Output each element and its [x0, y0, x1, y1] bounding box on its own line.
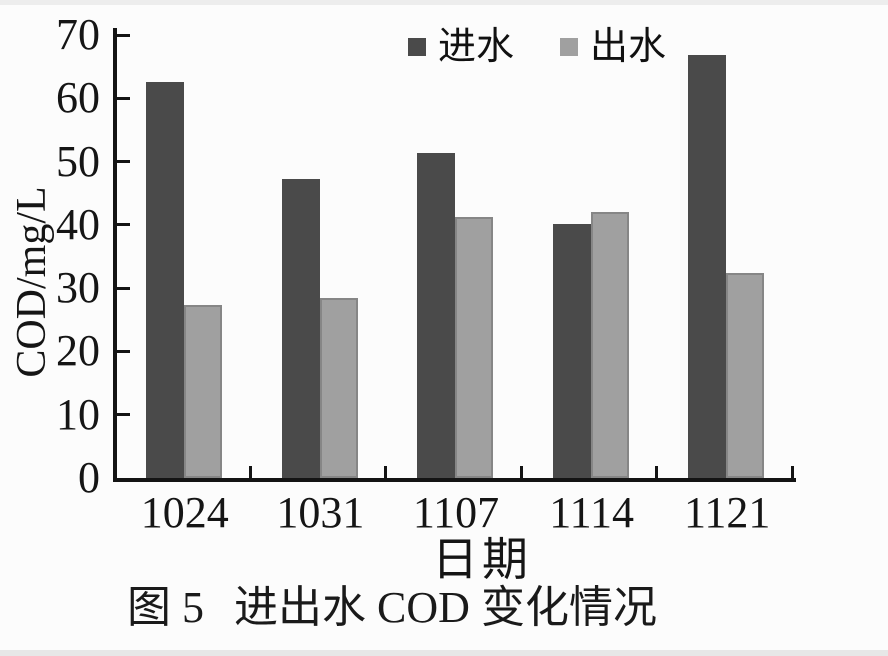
- x-tick: [655, 466, 659, 478]
- legend-item-0: 进水: [408, 22, 514, 72]
- bar-series1-1114: [590, 211, 629, 478]
- bar-series0-1031: [281, 178, 320, 478]
- bar-series0-1114: [552, 223, 591, 478]
- y-tick: [117, 33, 130, 37]
- bar-series1-1121: [726, 272, 765, 478]
- legend-item-1: 出水: [560, 22, 666, 72]
- x-tick: [248, 466, 252, 478]
- page-edge-top: [0, 0, 888, 5]
- y-tick: [117, 413, 130, 417]
- legend-swatch-icon: [560, 38, 579, 56]
- y-tick-label: 20: [56, 326, 100, 376]
- x-tick-label: 1024: [140, 488, 229, 537]
- x-tick: [791, 466, 794, 478]
- x-axis: [113, 478, 796, 482]
- bar-series0-1121: [688, 55, 727, 478]
- y-tick-label: 10: [56, 389, 100, 439]
- legend-label: 进水: [438, 26, 515, 68]
- page-edge-bottom: [0, 650, 888, 656]
- figure-caption: 图 5 进出水 COD 变化情况: [0, 582, 784, 634]
- y-tick-label: 70: [56, 10, 100, 59]
- y-tick-label: 60: [56, 73, 100, 123]
- legend-swatch-icon: [408, 38, 426, 56]
- caption-prefix: 图 5: [127, 583, 205, 632]
- bar-series0-1107: [417, 153, 456, 478]
- legend-label: 出水: [590, 26, 667, 68]
- x-tick-label: 1031: [276, 488, 365, 537]
- y-tick: [117, 286, 130, 290]
- bar-series0-1024: [146, 82, 184, 478]
- y-tick: [117, 160, 130, 164]
- x-tick: [519, 466, 523, 478]
- y-tick: [117, 349, 130, 353]
- x-tick-label: 1114: [549, 488, 634, 537]
- y-tick-label: 40: [56, 199, 100, 249]
- y-tick-label: 50: [56, 136, 100, 186]
- y-tick-label: 0: [78, 453, 100, 502]
- x-tick-label: 1107: [412, 488, 500, 537]
- bar-series1-1024: [184, 305, 222, 478]
- bar-series1-1107: [455, 217, 494, 478]
- y-axis: [113, 28, 117, 482]
- x-tick: [384, 466, 388, 478]
- x-axis-title: 日期: [432, 534, 532, 585]
- caption-title: 进出水 COD 变化情况: [234, 583, 657, 632]
- legend: 进水 出水: [408, 20, 666, 74]
- x-tick-label: 1121: [684, 488, 771, 537]
- y-tick: [117, 223, 130, 227]
- y-tick: [117, 96, 130, 100]
- y-tick-label: 30: [56, 263, 100, 313]
- bar-series1-1031: [319, 298, 358, 478]
